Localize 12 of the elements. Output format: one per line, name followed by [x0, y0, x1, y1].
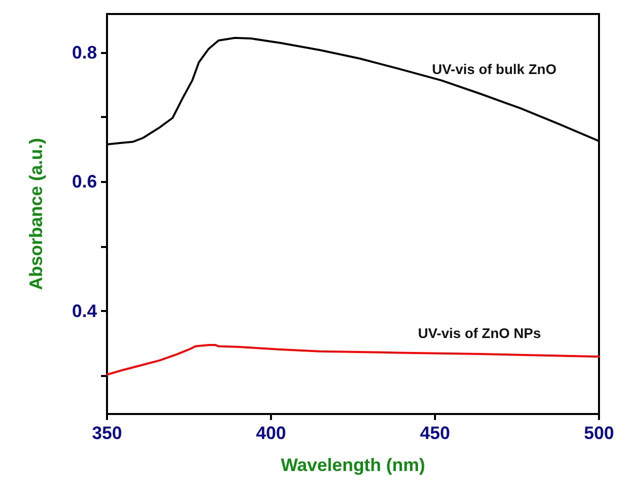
- x-tick-label: 450: [420, 423, 450, 443]
- x-axis-title: Wavelength (nm): [280, 455, 426, 475]
- x-tick-label: 400: [256, 423, 286, 443]
- line-series: [106, 344, 600, 376]
- x-tick-label: 500: [584, 423, 614, 443]
- y-tick-label: 0.8: [72, 42, 97, 63]
- series-label: UV-vis of ZnO NPs: [418, 325, 542, 341]
- y-axis-title: Absorbance (a.u.): [26, 138, 46, 290]
- y-tick-label: 0.4: [72, 300, 97, 321]
- y-tick-label: 0.6: [72, 172, 97, 192]
- series-label: UV-vis of bulk ZnO: [432, 61, 557, 77]
- x-tick-label: 350: [92, 423, 122, 443]
